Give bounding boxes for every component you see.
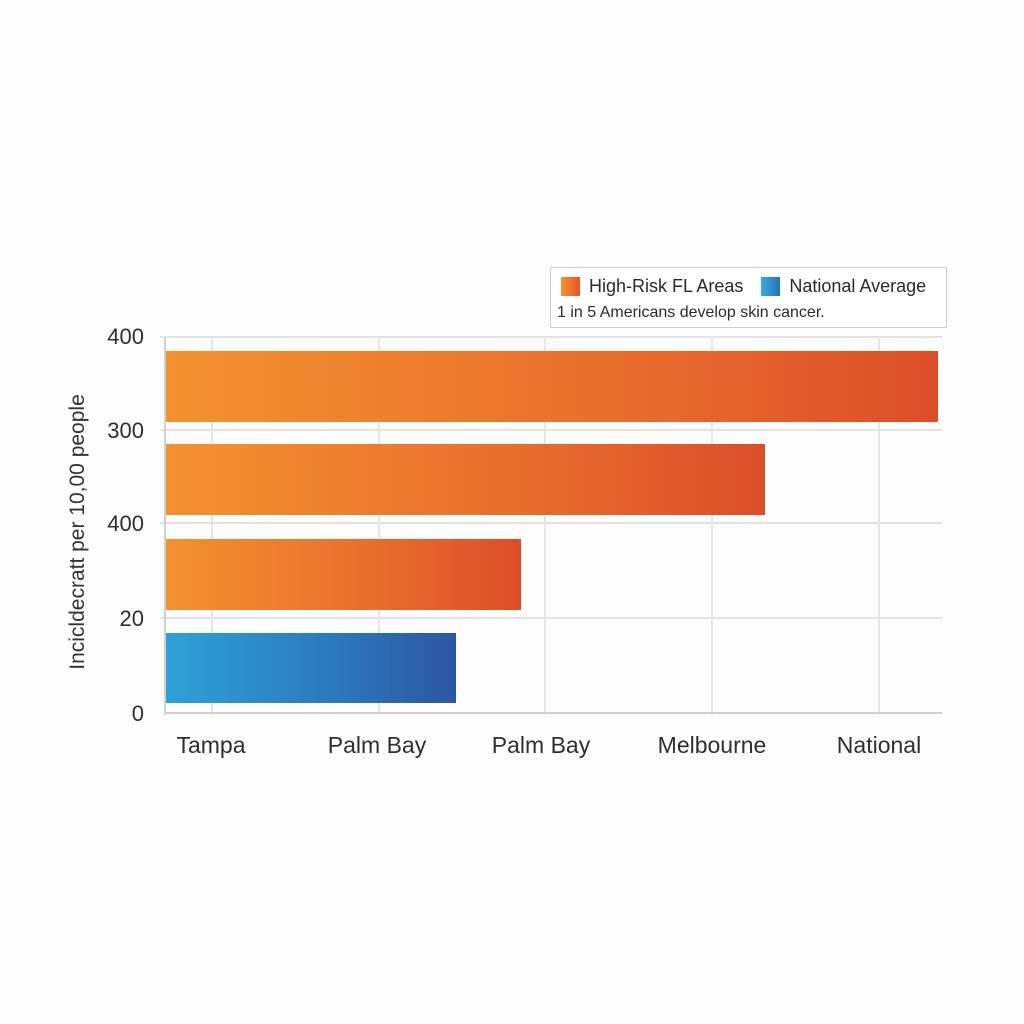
y-tick: 20 [119, 606, 144, 631]
gridline-v [378, 337, 380, 715]
blue-swatch-icon [761, 277, 781, 296]
y-axis-label: Incicldecratt per 10,00 people [66, 394, 89, 670]
bar-national-average [166, 633, 456, 703]
gridline-v [711, 337, 713, 715]
legend-label: National Average [789, 276, 927, 296]
y-tick: 400 [107, 511, 144, 536]
bar-high-risk-2 [166, 444, 765, 515]
bar-high-risk-3 [166, 539, 521, 610]
y-tick: 300 [107, 418, 144, 443]
x-axis-line [164, 712, 942, 714]
x-tick: Tampa [176, 732, 246, 758]
legend-item-high-risk: High-Risk FL Areas [561, 276, 743, 297]
x-tick: Melbourne [657, 732, 767, 758]
legend-label: High-Risk FL Areas [589, 276, 744, 296]
gridline-h [160, 336, 942, 338]
gridline-v [878, 337, 880, 715]
y-axis-line [164, 337, 166, 715]
gridline-h [160, 429, 942, 431]
bar-high-risk-1 [166, 351, 938, 422]
y-tick: 400 [107, 324, 144, 349]
gridline-v [544, 337, 546, 715]
legend: High-Risk FL Areas National Average 1 in… [550, 267, 947, 328]
orange-swatch-icon [561, 277, 580, 296]
gridline-h [160, 522, 942, 524]
gridline-v [211, 337, 213, 715]
x-tick: Palm Bay [491, 732, 591, 758]
gridline-h [160, 617, 942, 619]
legend-annotation: 1 in 5 Americans develop skin cancer. [557, 304, 825, 321]
x-tick: Palm Bay [327, 732, 427, 758]
legend-item-national: National Average [761, 276, 926, 297]
y-tick: 0 [131, 701, 144, 726]
x-tick: National [836, 732, 922, 758]
